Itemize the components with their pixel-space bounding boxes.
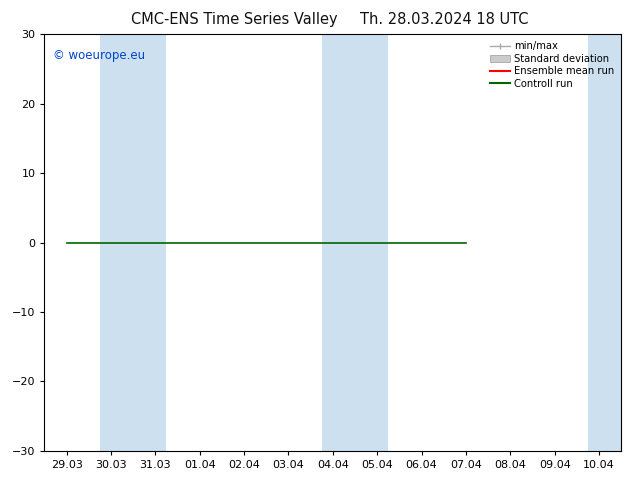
Text: CMC-ENS Time Series Valley: CMC-ENS Time Series Valley <box>131 12 338 27</box>
Bar <box>100 34 166 451</box>
Legend: min/max, Standard deviation, Ensemble mean run, Controll run: min/max, Standard deviation, Ensemble me… <box>488 39 616 91</box>
Bar <box>588 34 621 451</box>
Text: Th. 28.03.2024 18 UTC: Th. 28.03.2024 18 UTC <box>359 12 528 27</box>
Text: © woeurope.eu: © woeurope.eu <box>53 49 145 62</box>
Bar <box>321 34 388 451</box>
